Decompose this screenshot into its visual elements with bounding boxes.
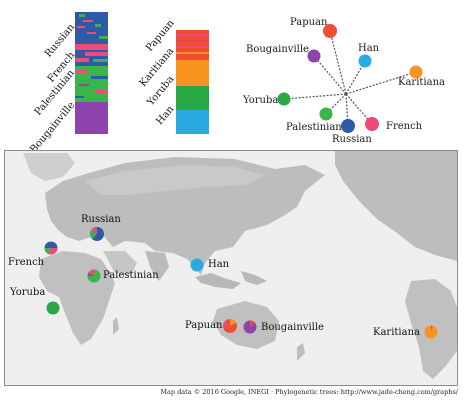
- marker-russian: [90, 227, 104, 241]
- map-markers: [5, 151, 457, 385]
- label-han: Han: [154, 104, 176, 127]
- marker-papuan: [223, 319, 237, 333]
- tree-label-bougainville: Bougainville: [246, 44, 309, 55]
- tree-node-yoruba: [278, 93, 291, 106]
- map-label-han: Han: [208, 259, 229, 270]
- tree-node-bougainville: [308, 50, 321, 63]
- marker-bougainville: [244, 321, 257, 334]
- tree-node-han: [359, 55, 372, 68]
- tree-label-papuan: Papuan: [290, 17, 328, 28]
- tree-node-french: [365, 117, 379, 131]
- tree-label-palestinian: Palestinian: [286, 122, 342, 133]
- map-label-bougainville: Bougainville: [261, 322, 324, 333]
- tree-label-yoruba: Yoruba: [243, 95, 278, 106]
- map-label-french: French: [8, 257, 44, 268]
- map-credit: Map data © 2016 Google, INEGI · Phylogen…: [160, 388, 458, 396]
- tree-label-karitiana: Karitiana: [398, 77, 445, 88]
- tree-label-han: Han: [358, 43, 379, 54]
- map-label-palestinian: Palestinian: [103, 270, 159, 281]
- marker-palestinian: [88, 270, 101, 283]
- tree-node-palestinian: [320, 108, 333, 121]
- admixture-bar-b: [176, 30, 209, 134]
- tree-node-russian: [341, 119, 355, 133]
- tree-label-russian: Russian: [332, 134, 372, 145]
- marker-french: [45, 242, 58, 255]
- map-label-yoruba: Yoruba: [10, 287, 45, 298]
- map-label-papuan: Papuan: [185, 320, 223, 331]
- tree-label-french: French: [386, 121, 422, 132]
- map-label-russian: Russian: [81, 214, 121, 225]
- marker-yoruba: [47, 302, 60, 315]
- world-map: Russian French Palestinian Yoruba Han Pa…: [4, 150, 458, 386]
- marker-karitiana: [425, 326, 438, 339]
- marker-han: [191, 259, 204, 272]
- admixture-bar-a: [75, 12, 108, 134]
- map-label-karitiana: Karitiana: [373, 327, 420, 338]
